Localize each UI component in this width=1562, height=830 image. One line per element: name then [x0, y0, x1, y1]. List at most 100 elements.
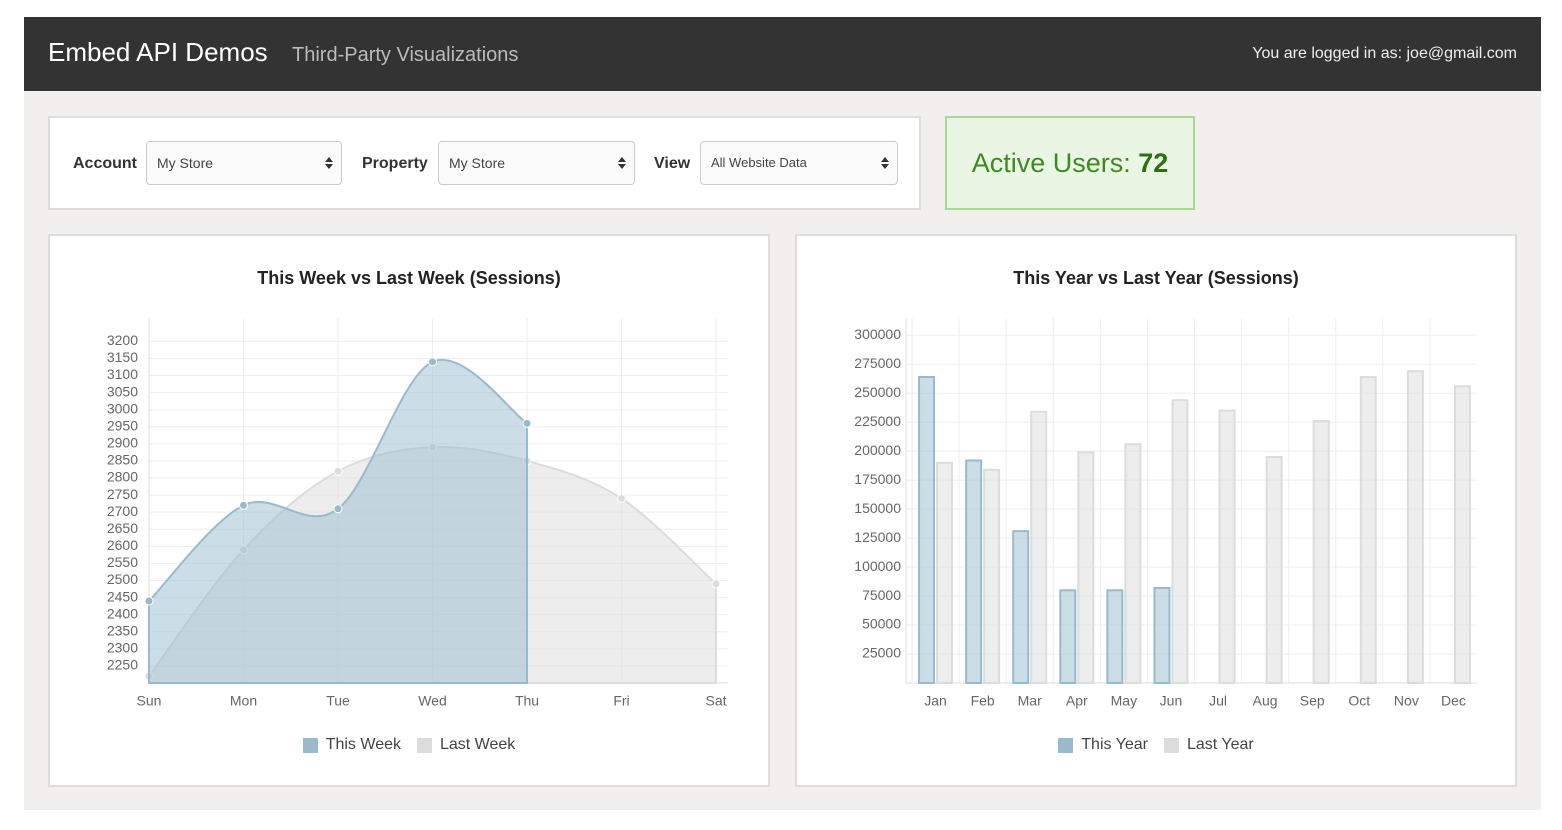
bar: [918, 376, 936, 684]
bar: [965, 459, 983, 684]
x-tick-label: Wed: [418, 693, 447, 709]
legend-label: Last Week: [439, 736, 516, 753]
point: [333, 504, 343, 514]
y-tick-label: 2300: [107, 640, 138, 656]
y-tick-label: 2600: [107, 537, 138, 553]
x-tick-label: Jan: [924, 693, 947, 709]
y-tick-label: 300000: [854, 326, 901, 342]
app: Embed API Demos Third-Party Visualizatio…: [24, 17, 1541, 810]
bar: [1077, 451, 1095, 684]
x-tick-label: Sat: [705, 693, 726, 709]
x-tick-label: Jul: [1209, 693, 1227, 709]
x-tick-label: Fri: [613, 693, 629, 709]
point: [239, 500, 248, 510]
chart-panel: This Week vs Last Week (Sessions) 2250 230…: [48, 234, 770, 787]
bar: [983, 468, 1001, 684]
bar: [1153, 586, 1171, 685]
y-tick-label: 125000: [854, 529, 901, 545]
legend-swatch: [302, 737, 318, 753]
y-tick-label: 2800: [107, 469, 138, 485]
x-tick-label: Oct: [1348, 693, 1370, 709]
chart-panel: This Year vs Last Year (Sessions) 25000 50…: [795, 234, 1517, 787]
login-status: You are logged in as: joe@gmail.com: [1252, 45, 1517, 62]
bar: [936, 461, 954, 684]
point: [617, 494, 626, 504]
y-tick-label: 2900: [107, 435, 138, 451]
y-tick-label: 100000: [854, 558, 901, 574]
x-tick-label: Sep: [1300, 693, 1325, 709]
y-tick-label: 75000: [862, 587, 901, 603]
y-tick-label: 2550: [107, 554, 138, 570]
bar: [1124, 443, 1142, 684]
y-tick-label: 3000: [107, 400, 138, 416]
x-tick-label: Mar: [1018, 693, 1042, 709]
legend-label: This Week: [325, 736, 401, 753]
bar: [1106, 589, 1124, 685]
select-value: My Store: [157, 155, 214, 171]
y-tick-label: 275000: [854, 355, 901, 371]
bar: [1453, 385, 1471, 684]
select-arrow: [881, 157, 889, 169]
bar: [1218, 409, 1236, 684]
y-tick-label: 2400: [107, 605, 138, 621]
legend-swatch: [1058, 737, 1074, 753]
select-value: My Store: [449, 155, 506, 171]
bar: [1265, 455, 1283, 684]
bar: [1312, 420, 1330, 685]
active-users-value: 72: [1138, 148, 1169, 178]
view-selector: Account My Store Property My Store View …: [48, 116, 921, 210]
y-tick-label: 2950: [107, 417, 138, 433]
x-tick-label: Feb: [971, 693, 995, 709]
x-tick-label: Apr: [1066, 693, 1088, 709]
chart-title: This Year vs Last Year (Sessions): [1013, 268, 1299, 288]
app-title: Embed API Demos: [48, 37, 268, 67]
select-arrow: [618, 157, 626, 169]
header: Embed API Demos Third-Party Visualizatio…: [24, 17, 1541, 91]
x-tick-label: Mon: [230, 693, 257, 709]
bar: [1030, 410, 1048, 684]
control-label: View: [654, 155, 691, 172]
legend: This Week Last Week: [50, 736, 768, 754]
point: [144, 596, 154, 606]
y-tick-label: 200000: [854, 442, 901, 458]
legend-item: This Week: [302, 736, 401, 754]
x-tick-label: Sun: [137, 693, 162, 709]
x-tick-label: Jun: [1160, 693, 1183, 709]
select[interactable]: My Store: [438, 141, 635, 185]
y-tick-label: 2700: [107, 503, 138, 519]
y-tick-label: 2850: [107, 452, 138, 468]
select-arrow: [325, 157, 333, 169]
select[interactable]: All Website Data: [700, 141, 898, 185]
legend-item: Last Year: [1163, 736, 1254, 754]
control-label: Property: [362, 155, 428, 172]
point: [522, 418, 532, 428]
legend: This Year Last Year: [797, 736, 1515, 754]
select[interactable]: My Store: [146, 141, 342, 185]
bar: [1171, 399, 1189, 684]
legend-label: This Year: [1081, 736, 1148, 753]
y-tick-label: 3200: [107, 332, 138, 348]
y-tick-label: 175000: [854, 471, 901, 487]
point: [333, 466, 343, 476]
legend-swatch: [416, 737, 432, 753]
legend-item: This Year: [1058, 736, 1148, 754]
bar: [1012, 530, 1030, 684]
y-tick-label: 50000: [862, 616, 901, 632]
line-area: [148, 358, 528, 684]
x-tick-label: Aug: [1253, 693, 1278, 709]
y-tick-label: 3150: [107, 349, 138, 365]
y-tick-label: 3050: [107, 383, 138, 399]
x-tick-label: Tue: [326, 693, 350, 709]
active-users: Active Users: 72: [945, 116, 1195, 210]
bar: [1359, 376, 1377, 684]
y-tick-label: 2250: [107, 657, 138, 673]
legend-label: Last Year: [1186, 736, 1254, 753]
point: [428, 357, 437, 367]
x-tick-label: Thu: [515, 693, 539, 709]
y-tick-label: 150000: [854, 500, 901, 516]
y-tick-label: 2500: [107, 571, 138, 587]
app-subtitle: Third-Party Visualizations: [292, 44, 519, 66]
y-tick-label: 25000: [862, 645, 901, 661]
y-tick-label: 2350: [107, 622, 138, 638]
